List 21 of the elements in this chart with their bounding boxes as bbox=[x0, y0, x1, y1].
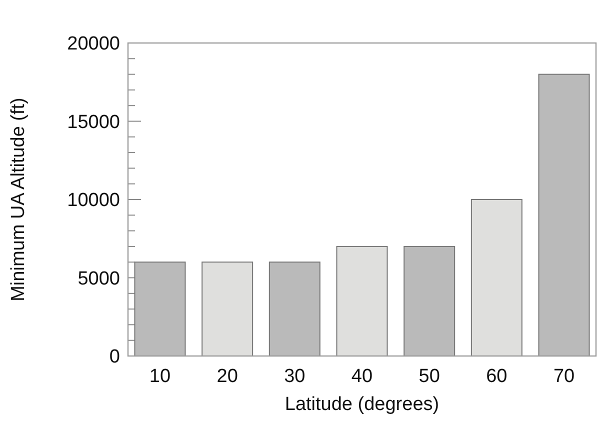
bar bbox=[202, 262, 254, 356]
y-axis-title: Minimum UA Altitude (ft) bbox=[8, 98, 29, 302]
bar bbox=[336, 246, 388, 356]
y-tick-label: 20000 bbox=[67, 34, 120, 55]
y-tick-label: 10000 bbox=[67, 190, 120, 212]
x-tick-label: 10 bbox=[149, 366, 171, 387]
bar bbox=[470, 199, 522, 356]
x-tick-label: 20 bbox=[216, 366, 238, 387]
x-tick-label: 70 bbox=[553, 366, 575, 387]
y-tick-label: 0 bbox=[109, 346, 120, 368]
x-tick-label: 50 bbox=[418, 366, 440, 387]
bar bbox=[404, 246, 456, 356]
y-tick-label: 15000 bbox=[67, 112, 120, 133]
y-tick-label: 5000 bbox=[78, 268, 120, 290]
bar bbox=[268, 262, 320, 356]
bar bbox=[134, 262, 186, 356]
x-tick-label: 40 bbox=[351, 366, 373, 387]
bar bbox=[538, 74, 590, 356]
x-tick-label: 30 bbox=[284, 366, 306, 387]
x-axis-title: Latitude (degrees) bbox=[284, 394, 440, 415]
x-tick-label: 60 bbox=[486, 366, 508, 387]
